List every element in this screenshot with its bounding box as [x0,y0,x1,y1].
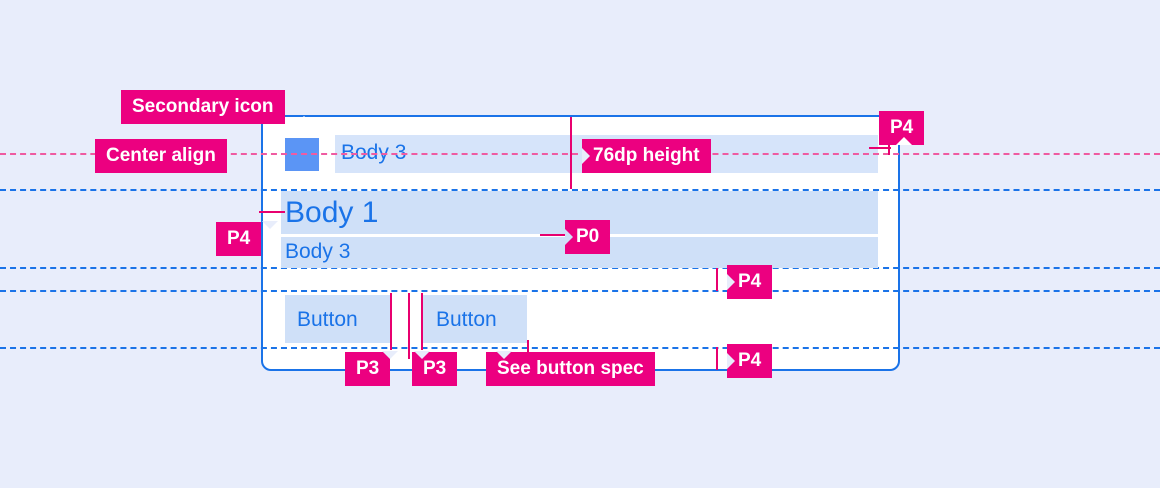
tick-p4-left [259,211,285,213]
annotation-secondary-icon-label: Secondary icon [132,96,274,117]
annotation-p0-label: P0 [576,226,600,247]
annotation-p4-top-right: P4 [879,111,925,145]
annotation-p3-first-label: P3 [356,358,380,379]
card-subtitle-text: Body 3 [285,240,351,263]
annotation-p4-left: P4 [216,221,278,256]
annotation-p3-second: P3 [412,351,458,386]
tick-p4-top-right-cross [869,147,891,149]
tick-p3-second-right [421,293,423,350]
notch-left-bite [565,229,573,245]
notch-left-bite [582,148,590,164]
annotation-secondary-icon: Secondary icon [121,90,312,124]
annotation-76dp-height: 76dp height [582,139,711,173]
guide-line-button-row-top [0,290,1160,292]
center-align-guide [0,153,1160,155]
tick-p4-bottom-right [716,347,718,370]
notch-down-bite [896,137,912,145]
annotation-p4-mid-right-label: P4 [738,271,762,292]
notch-up-bite [382,351,398,359]
annotation-76dp-height-label: 76dp height [593,145,700,166]
annotation-center-align: Center align [95,139,227,173]
annotation-see-button-spec: See button spec [486,351,655,386]
annotation-center-align-label: Center align [106,145,216,166]
tick-p3-first-left [390,293,392,350]
tick-p4-mid-right [716,268,718,291]
annotation-see-button-spec-label: See button spec [497,358,644,379]
annotation-p4-bottom-right-label: P4 [738,350,762,371]
annotation-p3-second-label: P3 [423,358,447,379]
guide-line-top-row-bottom [0,189,1160,191]
annotation-p0: P0 [565,220,611,254]
tick-button-spec [527,340,529,358]
card-button-2-label[interactable]: Button [436,308,497,331]
notch-up-bite [414,351,430,359]
button-2-highlight [422,295,527,343]
notch-up-bite [496,351,512,359]
tick-p3-divider [408,293,410,359]
card-title-text: Body 1 [285,196,379,229]
notch-up-bite [262,221,278,229]
annotation-p4-bottom-right: P4 [727,344,773,378]
guide-line-body-block-bottom [0,267,1160,269]
notch-left-bite [727,353,735,369]
notch-left-bite [727,274,735,290]
tick-76dp-height [570,117,572,189]
card-header-text: Body 3 [341,141,407,164]
guide-line-button-row-bottom [0,347,1160,349]
notch-down-bite [296,116,312,124]
annotation-p4-mid-right: P4 [727,265,773,299]
card-button-1-label[interactable]: Button [297,308,358,331]
annotation-p4-left-label: P4 [227,228,251,249]
annotation-p4-top-right-label: P4 [890,117,914,138]
annotation-p3-first: P3 [345,351,398,386]
tick-p0-left [540,234,566,236]
button-1-highlight [285,295,390,343]
